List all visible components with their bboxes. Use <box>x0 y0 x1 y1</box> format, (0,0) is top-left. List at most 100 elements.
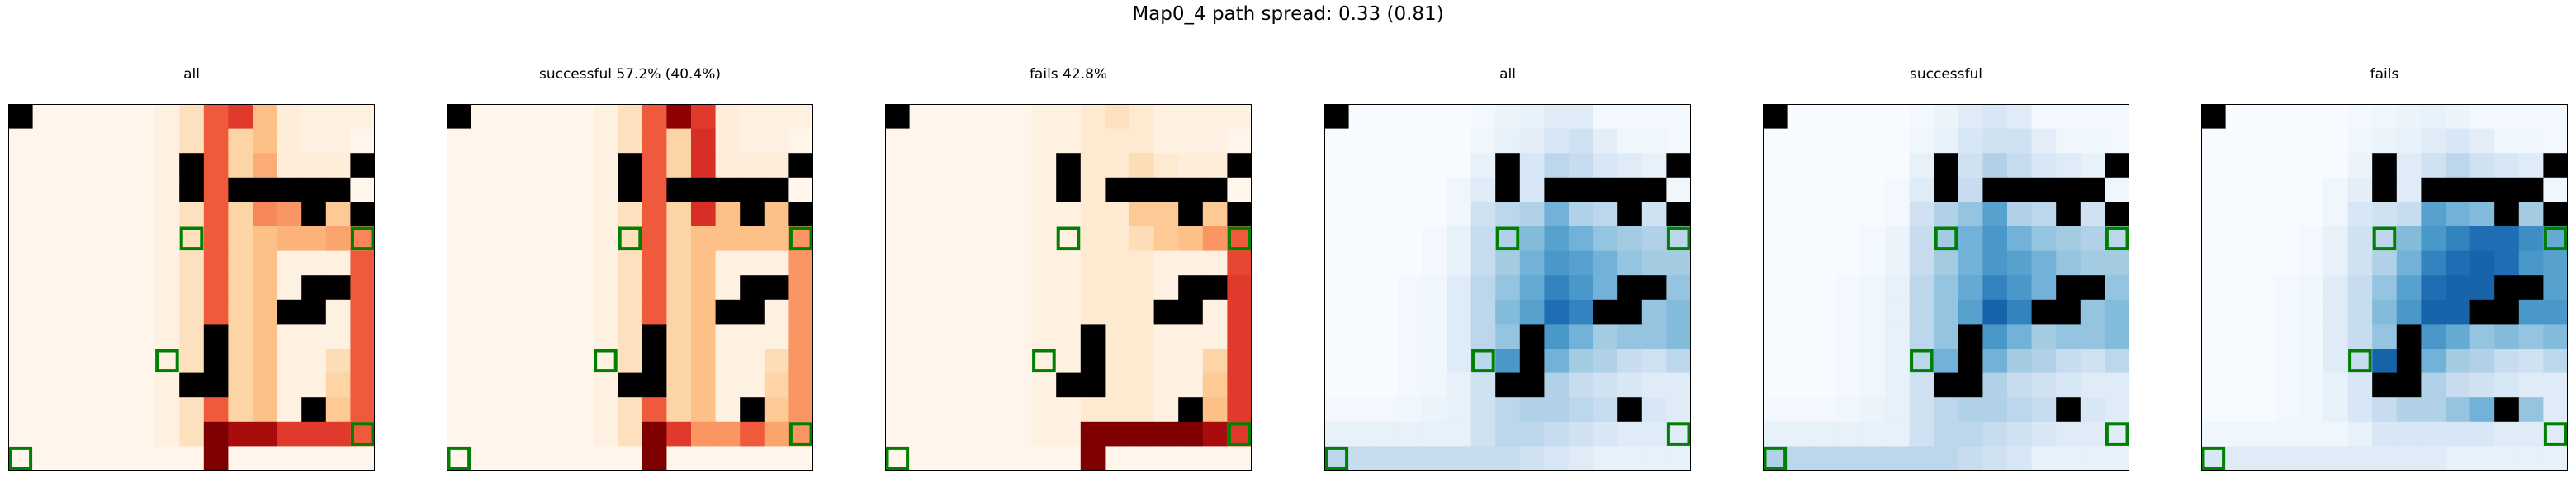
heat-cell <box>2323 349 2349 374</box>
heat-cell <box>1373 421 1399 447</box>
heat-cell <box>1105 128 1130 154</box>
heat-cell <box>1105 372 1130 398</box>
heat-cell <box>1666 299 1691 325</box>
heat-cell <box>8 226 34 252</box>
heat-cell <box>447 397 472 423</box>
heat-cell <box>1397 397 1423 423</box>
heat-cell <box>471 421 496 447</box>
heat-cell <box>495 177 521 202</box>
heat-cell <box>1056 299 1082 325</box>
heat-cell <box>325 299 351 325</box>
heat-cell <box>569 349 594 374</box>
heat-cell <box>2105 324 2129 349</box>
heat-cell <box>495 128 521 154</box>
heat-cell <box>1641 446 1667 471</box>
goal-marker <box>8 446 33 471</box>
heat-cell <box>764 128 789 154</box>
heat-cell <box>32 250 58 276</box>
heat-cell <box>691 324 717 349</box>
heat-cell <box>1982 202 2008 227</box>
heat-cell <box>2446 299 2471 325</box>
heat-cell <box>1860 153 1886 178</box>
heat-cell <box>2543 275 2568 301</box>
heat-cell <box>2421 397 2446 423</box>
heat-cell <box>253 372 278 398</box>
heat-cell <box>764 299 789 325</box>
heat-cell <box>1811 397 1837 423</box>
heat-cell <box>154 153 180 178</box>
wall-cell <box>2201 104 2227 130</box>
heat-cell <box>1007 250 1033 276</box>
heat-cell <box>983 128 1008 154</box>
heat-cell <box>1202 299 1228 325</box>
heat-cell <box>2250 299 2275 325</box>
heat-cell <box>325 104 351 130</box>
heat-cell <box>2469 275 2495 301</box>
heat-cell <box>2250 275 2275 301</box>
heat-cell <box>1569 128 1594 154</box>
heat-cell <box>1909 104 1934 130</box>
wall-cell <box>203 324 229 349</box>
heat-cell <box>2469 397 2495 423</box>
heat-cell <box>179 349 205 374</box>
heat-cell <box>81 226 107 252</box>
heat-cell <box>593 421 618 447</box>
heat-cell <box>277 397 302 423</box>
heat-cell <box>1982 250 2008 276</box>
goal-marker <box>1666 226 1691 251</box>
heat-cell <box>2494 324 2520 349</box>
heat-cell <box>106 202 131 227</box>
heat-cell <box>909 177 935 202</box>
wall-cell <box>325 177 351 202</box>
heat-cell <box>715 104 741 130</box>
heat-cell <box>1982 153 2008 178</box>
wall-cell <box>2372 372 2398 398</box>
heat-cell <box>1080 153 1106 178</box>
heat-cell <box>2421 275 2446 301</box>
heat-cell <box>2007 104 2033 130</box>
heat-cell <box>2323 275 2349 301</box>
wall-cell <box>301 177 327 202</box>
wall-cell <box>2031 177 2057 202</box>
heat-cell <box>1909 421 1934 447</box>
heat-cell <box>2056 128 2081 154</box>
heat-cell <box>1617 104 1643 130</box>
heat-cell <box>106 275 131 301</box>
heat-cell <box>154 372 180 398</box>
heat-cell <box>2543 372 2568 398</box>
heat-cell <box>203 446 229 471</box>
heat-cell <box>1178 446 1204 471</box>
heat-cell <box>1787 153 1812 178</box>
heat-cell <box>2007 275 2033 301</box>
heat-cell <box>2469 421 2495 447</box>
wall-cell <box>1641 177 1667 202</box>
heat-cell <box>325 153 351 178</box>
wall-cell <box>179 153 205 178</box>
heat-cell <box>203 397 229 423</box>
heat-cell <box>471 299 496 325</box>
heat-cell <box>179 128 205 154</box>
heat-cell <box>2421 128 2446 154</box>
heat-cell <box>1763 349 1788 374</box>
heat-cell <box>1909 177 1934 202</box>
heat-cell <box>2372 421 2398 447</box>
heat-cell <box>2031 446 2057 471</box>
heat-cell <box>1569 397 1594 423</box>
heat-cell <box>1105 202 1130 227</box>
heat-cell <box>2056 349 2081 374</box>
heat-cell <box>8 128 34 154</box>
heat-cell <box>106 226 131 252</box>
heat-cell <box>8 153 34 178</box>
heat-cell <box>1982 324 2008 349</box>
heat-cell <box>106 446 131 471</box>
heat-cell <box>666 275 692 301</box>
heat-cell <box>788 128 813 154</box>
heat-cell <box>1763 324 1788 349</box>
heat-cell <box>1007 324 1033 349</box>
heat-cell <box>642 177 667 202</box>
heat-cell <box>1909 397 1934 423</box>
heat-cell <box>1129 226 1155 252</box>
heat-cell <box>1397 446 1423 471</box>
heat-cell <box>2031 104 2057 130</box>
heat-cell <box>106 349 131 374</box>
